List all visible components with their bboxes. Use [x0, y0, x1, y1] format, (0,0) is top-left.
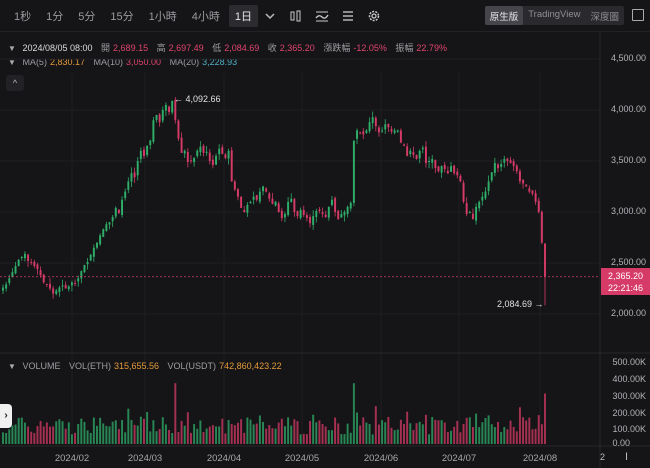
vol-usdt-value: 742,860,423.22	[219, 361, 282, 371]
ma5-value: 2,830.17	[49, 57, 85, 67]
corner-label: 2	[600, 452, 606, 462]
ma10-value: 3,050.00	[126, 57, 162, 67]
volume-tick: 100.00K	[612, 424, 646, 434]
x-tick: 2024/02	[54, 453, 90, 464]
view-native[interactable]: 原生版	[484, 6, 524, 25]
amplitude-value: 22.79%	[416, 43, 447, 53]
change-label: 漲跌幅	[323, 43, 351, 53]
ma5-label: MA(5)	[22, 57, 47, 67]
view-switch: 原生版 TradingView 深度圖	[484, 6, 624, 25]
x-tick: 2024/07	[441, 453, 477, 464]
high-marker-value: 4,092.66	[185, 94, 221, 104]
volume-tick: 200.00K	[612, 408, 646, 418]
timeframe-1h[interactable]: 1小時	[148, 10, 177, 23]
list-icon[interactable]	[338, 6, 358, 26]
text-cursor-icon[interactable]: I	[625, 451, 629, 463]
price-tick: 2,000.00	[610, 308, 646, 318]
volume-tick: 300.00K	[612, 391, 646, 401]
indicator-icon[interactable]	[312, 6, 332, 26]
toolbar: 1秒 1分 5分 15分 1小時 4小時 1日 原生版 TradingView …	[0, 0, 650, 32]
gear-icon[interactable]	[364, 6, 384, 26]
price-tick: 4,000.00	[610, 104, 646, 114]
timeframe-5m[interactable]: 5分	[78, 10, 96, 23]
low-marker-value: 2,084.69	[497, 299, 533, 309]
open-value: 2,689.15	[113, 43, 149, 53]
high-value: 2,697.49	[168, 43, 204, 53]
low-label: 低	[212, 43, 222, 53]
vol-eth-label: VOL(ETH)	[68, 361, 111, 371]
candlestick-type-icon[interactable]	[286, 6, 306, 26]
volume-legend: ▼ VOLUME VOL(ETH) 315,655.56 VOL(USDT) 742…	[8, 361, 288, 371]
low-marker: 2,084.69 →	[497, 299, 544, 309]
fullscreen-icon[interactable]	[632, 9, 644, 21]
timeframe-1m[interactable]: 1分	[46, 10, 64, 23]
timeframe-4h[interactable]: 4小時	[191, 10, 220, 23]
ma20-value: 3,228.93	[202, 57, 238, 67]
x-tick: 2024/08	[522, 453, 558, 464]
volume-tick: 0.00	[612, 438, 630, 448]
collapse-legend-button[interactable]: ^	[6, 75, 24, 91]
candle-date: 2024/08/05 08:00	[22, 43, 93, 53]
x-tick: 2024/04	[206, 453, 242, 464]
ma10-label: MA(10)	[93, 57, 124, 67]
amplitude-label: 振幅	[395, 43, 414, 53]
high-label: 高	[156, 43, 166, 53]
volume-tick: 500.00K	[612, 357, 646, 367]
volume-label: VOLUME	[22, 361, 61, 371]
timeframe-1s[interactable]: 1秒	[14, 10, 32, 23]
price-tick: 3,500.00	[610, 155, 646, 165]
timeframe-15m[interactable]: 15分	[110, 10, 134, 23]
chevron-down-icon[interactable]: ▼	[8, 44, 16, 53]
close-value: 2,365.20	[279, 43, 315, 53]
vol-usdt-label: VOL(USDT)	[167, 361, 217, 371]
volume-tick: 400.00K	[612, 374, 646, 384]
view-depth[interactable]: 深度圖	[590, 12, 619, 23]
price-tick: 4,500.00	[610, 53, 646, 63]
close-label: 收	[267, 43, 277, 53]
low-value: 2,084.69	[224, 43, 260, 53]
chevron-down-icon[interactable]: ▼	[8, 58, 16, 67]
high-marker: ← 4,092.66	[174, 94, 221, 104]
x-tick: 2024/05	[284, 453, 320, 464]
view-tradingview[interactable]: TradingView	[528, 9, 581, 20]
open-label: 開	[101, 43, 111, 53]
change-value: -12.05%	[353, 43, 387, 53]
chevron-down-icon[interactable]	[260, 6, 280, 26]
candlestick-chart[interactable]	[0, 33, 650, 468]
ma-legend: ▼ MA(5) 2,830.17 MA(10) 3,050.00 MA(20) 3,2…	[8, 57, 243, 67]
vol-eth-value: 315,655.56	[113, 361, 160, 371]
x-tick: 2024/06	[363, 453, 399, 464]
expand-sidebar-button[interactable]: ›	[0, 404, 12, 428]
price-tick: 3,000.00	[610, 206, 646, 216]
price-tick: 2,500.00	[610, 257, 646, 267]
ma20-label: MA(20)	[169, 57, 200, 67]
candle-countdown: 22:21:46	[607, 283, 644, 293]
current-price: 2,365.20	[607, 271, 644, 281]
x-tick: 2024/03	[127, 453, 163, 464]
ohlc-legend: ▼ 2024/08/05 08:00 開 2,689.15 高 2,697.49 低…	[8, 41, 453, 54]
current-price-tag: 2,365.20 22:21:46	[601, 268, 650, 295]
timeframe-1d[interactable]: 1日	[228, 4, 258, 27]
chevron-down-icon[interactable]: ▼	[8, 362, 16, 371]
